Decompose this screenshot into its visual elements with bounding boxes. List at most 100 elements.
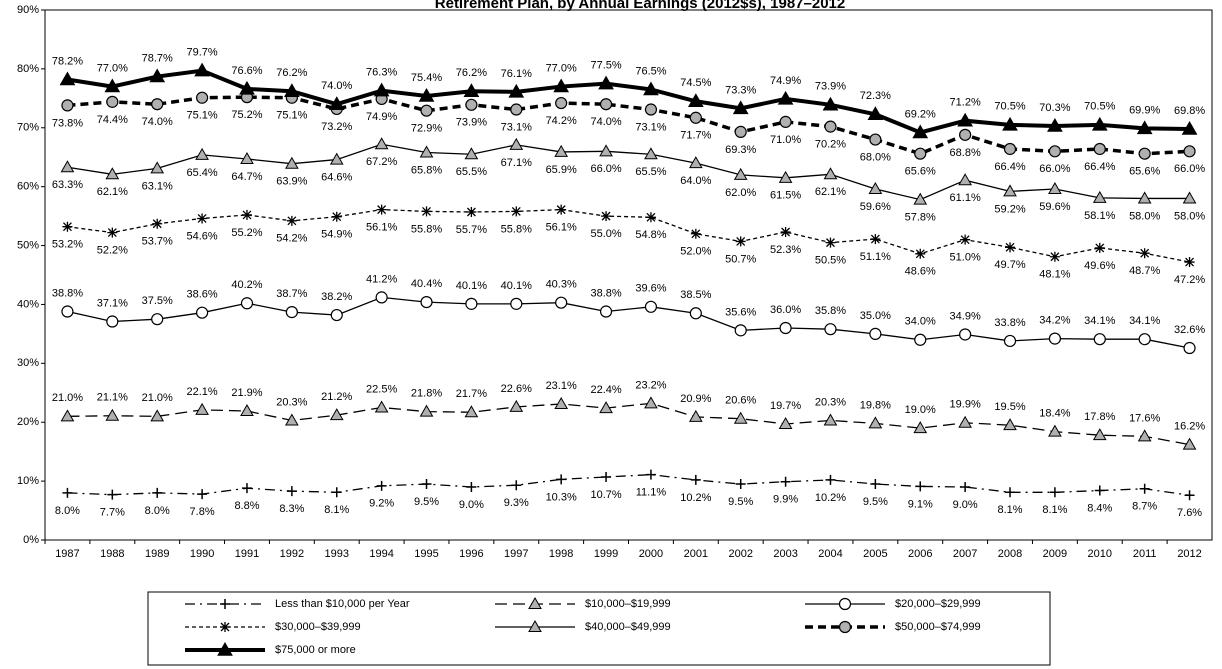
data-label: 55.8% — [501, 223, 532, 235]
data-label: 10.2% — [680, 492, 711, 504]
data-label: 48.6% — [905, 266, 936, 278]
marker — [960, 482, 971, 492]
data-label: 73.8% — [52, 117, 83, 129]
data-label: 67.2% — [366, 156, 397, 168]
data-label: 22.5% — [366, 383, 397, 395]
data-label: 38.8% — [590, 287, 621, 299]
marker — [957, 112, 973, 127]
marker — [465, 297, 478, 310]
marker — [1183, 145, 1196, 158]
marker — [599, 401, 613, 414]
marker — [510, 297, 523, 310]
data-label: 61.1% — [950, 192, 981, 204]
marker — [421, 479, 432, 490]
marker — [1093, 333, 1106, 346]
series-line — [67, 143, 1190, 201]
marker — [1048, 332, 1062, 345]
data-label: 48.7% — [1129, 265, 1160, 277]
data-label: 8.1% — [1042, 504, 1067, 516]
data-label: 22.4% — [590, 384, 621, 396]
data-label: 66.0% — [1174, 163, 1205, 175]
data-label: 73.1% — [501, 121, 532, 133]
legend-marker — [528, 596, 542, 609]
legend-marker — [220, 599, 230, 609]
data-label: 63.9% — [276, 176, 307, 188]
marker — [555, 296, 568, 309]
marker — [959, 328, 972, 341]
marker — [107, 489, 118, 500]
data-label: 74.2% — [546, 115, 577, 127]
marker — [375, 291, 388, 304]
marker — [868, 182, 883, 195]
marker — [733, 411, 748, 424]
marker — [598, 75, 614, 90]
x-tick-label: 1996 — [459, 548, 483, 560]
legend-marker — [838, 597, 852, 611]
marker — [1002, 116, 1018, 131]
data-label: 69.2% — [905, 108, 936, 120]
data-label: 9.1% — [908, 498, 933, 510]
x-tick-label: 1999 — [594, 548, 618, 560]
data-label: 52.2% — [97, 245, 128, 257]
marker — [867, 106, 884, 120]
data-label: 69.9% — [1129, 104, 1160, 116]
marker — [554, 144, 569, 157]
data-label: 19.5% — [994, 401, 1025, 413]
data-label: 71.2% — [950, 97, 981, 109]
data-label: 34.0% — [905, 316, 936, 328]
x-tick-label: 1997 — [504, 548, 528, 560]
marker — [61, 305, 74, 318]
marker — [733, 167, 748, 180]
marker — [690, 228, 701, 239]
marker — [643, 81, 659, 96]
data-label: 74.5% — [680, 77, 711, 89]
marker — [1184, 257, 1195, 268]
data-label: 77.5% — [590, 60, 621, 72]
data-label: 40.4% — [411, 278, 442, 290]
marker — [644, 396, 658, 409]
series-line — [67, 296, 1190, 349]
data-label: 9.2% — [369, 498, 394, 510]
data-label: 68.8% — [950, 147, 981, 159]
legend-label: Less than $10,000 per Year — [275, 598, 410, 610]
legend-label: $50,000–$74,999 — [895, 621, 981, 633]
marker — [1094, 485, 1105, 496]
data-label: 70.5% — [994, 101, 1025, 113]
data-label: 34.1% — [1084, 315, 1115, 327]
data-label: 54.6% — [186, 230, 217, 242]
marker — [464, 147, 479, 160]
data-label: 9.5% — [414, 496, 439, 508]
x-tick-label: 2002 — [728, 548, 752, 560]
marker — [1005, 242, 1016, 253]
data-label: 73.9% — [815, 81, 846, 93]
marker — [195, 91, 209, 104]
marker — [373, 82, 390, 97]
data-label: 17.6% — [1129, 412, 1160, 424]
legend-marker — [220, 622, 230, 632]
marker — [777, 90, 794, 105]
x-tick-label: 1990 — [190, 548, 214, 560]
data-label: 19.9% — [950, 399, 981, 411]
data-label: 39.6% — [635, 283, 666, 295]
marker — [60, 160, 75, 173]
marker — [105, 167, 120, 180]
x-tick-label: 1988 — [100, 548, 124, 560]
data-label: 65.5% — [635, 166, 666, 178]
data-label: 77.0% — [546, 62, 577, 74]
marker — [869, 133, 882, 146]
marker — [1049, 251, 1060, 262]
marker — [1003, 334, 1017, 348]
marker — [1184, 490, 1195, 501]
data-label: 61.5% — [770, 190, 801, 202]
data-label: 48.1% — [1039, 269, 1070, 281]
marker — [644, 147, 658, 160]
data-label: 65.6% — [1129, 166, 1160, 178]
marker — [734, 125, 747, 138]
data-label: 38.7% — [276, 288, 307, 300]
marker — [421, 206, 432, 217]
marker — [778, 416, 793, 429]
marker — [374, 137, 389, 150]
x-tick-label: 2007 — [953, 548, 977, 560]
data-label: 52.3% — [770, 244, 801, 256]
data-label: 21.2% — [321, 391, 352, 403]
